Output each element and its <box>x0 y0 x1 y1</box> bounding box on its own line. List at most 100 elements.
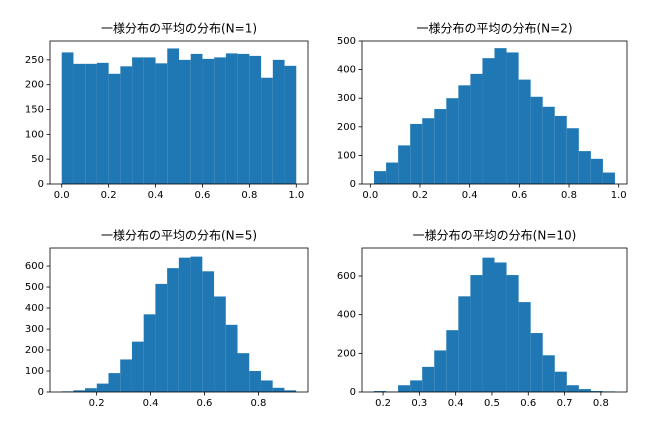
histogram-bar <box>155 63 168 184</box>
histogram-bar <box>518 302 531 392</box>
histogram-bar <box>167 48 179 184</box>
y-tick-label: 100 <box>25 366 44 377</box>
histogram-bar <box>225 324 238 392</box>
y-tick-label: 600 <box>25 261 44 272</box>
histogram-bar <box>566 385 579 392</box>
x-tick-label: 0.3 <box>411 398 427 409</box>
histogram-bar <box>386 162 399 184</box>
histogram-bar <box>410 123 423 184</box>
histogram-bar <box>374 171 387 184</box>
histogram-bar <box>482 58 495 184</box>
histogram-bar <box>202 58 215 184</box>
histogram-bar <box>143 57 156 184</box>
histogram-bar <box>446 98 459 184</box>
histogram-bar <box>398 385 411 392</box>
histogram-bar <box>190 53 203 184</box>
histogram-bar <box>202 271 215 392</box>
chart-title: 一様分布の平均の分布(N=10) <box>413 229 577 243</box>
y-tick-label: 400 <box>25 303 44 314</box>
y-tick-label: 0 <box>350 179 356 190</box>
histogram-bar <box>96 62 109 184</box>
x-tick-label: 0.6 <box>511 190 527 201</box>
histogram-bar <box>506 275 519 392</box>
histogram-bar <box>446 330 459 392</box>
y-tick-label: 0 <box>38 179 44 190</box>
histogram-bar <box>458 296 471 392</box>
axes-frame <box>361 40 628 185</box>
y-tick-label: 400 <box>337 65 356 76</box>
histogram-bar <box>120 359 132 392</box>
histogram-bar <box>494 48 507 185</box>
y-tick-label: 500 <box>337 36 356 47</box>
histogram-bar <box>530 96 543 184</box>
y-tick-label: 200 <box>25 80 44 91</box>
histogram-bar <box>470 73 483 184</box>
histogram-bar <box>167 268 179 392</box>
histogram-bar <box>96 383 109 392</box>
y-tick-label: 0 <box>350 387 356 398</box>
chart-title: 一様分布の平均の分布(N=5) <box>101 229 257 243</box>
y-tick-label: 500 <box>25 282 44 293</box>
histogram-bar <box>225 53 238 184</box>
y-tick-label: 200 <box>337 348 356 359</box>
histogram-bar <box>261 77 273 184</box>
histogram-bar <box>249 55 262 185</box>
histogram-bar <box>566 128 579 184</box>
x-tick-label: 0.2 <box>375 398 391 409</box>
histogram-bar <box>284 390 297 392</box>
histogram-bar <box>410 380 423 392</box>
histogram-bar <box>434 109 447 184</box>
histogram-bar <box>237 53 250 184</box>
x-tick-label: 0.8 <box>241 190 257 201</box>
histogram-bar <box>590 391 603 392</box>
histogram-bar <box>590 158 603 184</box>
y-tick-label: 600 <box>337 271 356 282</box>
histogram-bar <box>272 59 285 184</box>
y-tick-label: 50 <box>31 154 44 165</box>
x-tick-label: 0.4 <box>148 190 164 201</box>
histogram-bar <box>132 57 144 184</box>
axes-frame <box>49 247 309 393</box>
x-tick-label: 0.8 <box>250 398 266 409</box>
histogram-bar <box>214 296 226 392</box>
histogram-bar <box>494 262 507 392</box>
histogram-bar <box>578 151 591 184</box>
y-tick-label: 200 <box>25 345 44 356</box>
histogram-bar <box>85 388 97 392</box>
histogram-bar <box>554 115 567 184</box>
x-tick-label: 0.0 <box>362 190 378 201</box>
histogram-bar <box>530 333 543 392</box>
histogram-bar <box>61 52 74 185</box>
x-tick-label: 0.6 <box>195 190 211 201</box>
histogram-bar <box>434 350 447 392</box>
histogram-bar <box>458 85 471 184</box>
histogram-bar <box>190 256 203 392</box>
histogram-bar <box>602 172 615 184</box>
histogram-bar <box>373 391 387 392</box>
histogram-bar <box>272 387 285 392</box>
histogram-bar <box>120 66 133 184</box>
x-tick-label: 0.2 <box>101 190 117 201</box>
x-tick-label: 0.8 <box>561 190 577 201</box>
x-tick-label: 0.2 <box>412 190 428 201</box>
histogram-bar <box>131 341 144 392</box>
x-tick-label: 0.6 <box>197 398 213 409</box>
histogram-bar <box>237 353 250 392</box>
histogram-bar <box>214 57 226 184</box>
x-tick-label: 0.4 <box>462 190 478 201</box>
histogram-bar <box>422 366 435 392</box>
y-tick-label: 250 <box>25 55 44 66</box>
y-tick-label: 300 <box>337 93 356 104</box>
x-tick-label: 0.2 <box>89 398 105 409</box>
histogram-bar <box>398 145 411 184</box>
chart-title: 一様分布の平均の分布(N=2) <box>416 22 572 36</box>
y-tick-label: 0 <box>38 387 44 398</box>
histogram-bar <box>578 389 591 392</box>
histogram-bar <box>518 79 531 184</box>
histogram-bar <box>470 275 483 392</box>
y-tick-label: 400 <box>337 310 356 321</box>
x-tick-label: 0.0 <box>54 190 70 201</box>
histogram-bar <box>542 106 555 184</box>
y-tick-label: 200 <box>337 122 356 133</box>
